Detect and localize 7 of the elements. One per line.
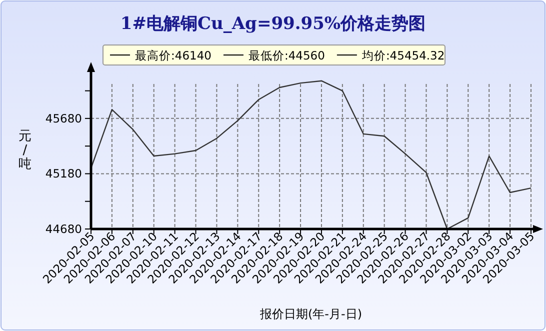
annotations: 最高价:46140 最低价:44560 均价:45454.32 [102,44,446,66]
y-tick-label: 44680 [45,222,82,236]
chart-title: 1#电解铜Cu_Ag=99.95%价格走势图 [120,14,426,34]
x-axis-title: 报价日期(年-月-日) [258,307,362,321]
y-tick-label: 45180 [45,166,82,181]
y-axis-title: 元/吨 [18,129,32,172]
y-tick-label: 45680 [45,111,82,126]
